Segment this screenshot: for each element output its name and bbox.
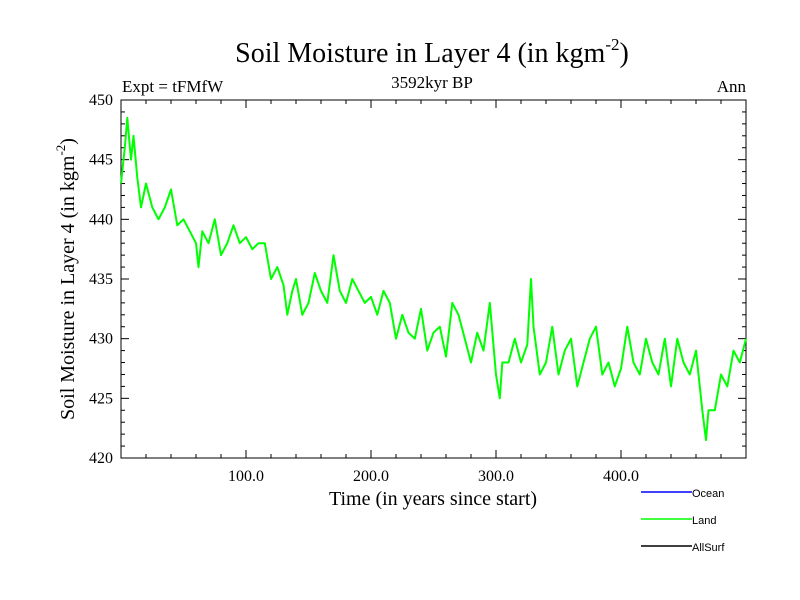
x-tick-label: 300.0 [478,468,514,485]
y-axis-label-close: ) [57,138,79,145]
period-label: 3592kyr BP [391,73,473,92]
x-tick-label: 200.0 [353,468,389,485]
legend: Ocean Land AllSurf [641,488,725,554]
y-axis-label-exponent: -2 [53,145,68,156]
y-tick-label: 430 [89,331,113,348]
y-tick-label: 435 [89,271,113,288]
x-axis-label: Time (in years since start) [329,488,537,510]
x-tick-label: 100.0 [228,468,264,485]
chart-title-exponent: -2 [605,35,619,54]
y-tick-label: 450 [89,92,113,109]
y-tick-labels: 420 425 430 435 440 445 450 [89,92,113,467]
y-tick-label: 425 [89,390,113,407]
y-axis-label-main: Soil Moisture in Layer 4 (in kgm [57,155,79,420]
legend-label-allsurf: AllSurf [692,542,725,554]
chart-title: Soil Moisture in Layer 4 (in kgm-2) [235,35,629,69]
y-tick-label: 440 [89,211,113,228]
x-tick-label: 400.0 [603,468,639,485]
series-line-land [120,116,747,442]
chart-title-main: Soil Moisture in Layer 4 (in kgm [235,38,605,69]
legend-label-land: Land [692,515,716,527]
x-tick-labels: 100.0 200.0 300.0 400.0 [228,468,639,485]
y-tick-label: 420 [89,450,113,467]
chart-title-close: ) [620,38,629,69]
legend-label-ocean: Ocean [692,488,724,500]
experiment-label: Expt = tFMfW [122,77,224,96]
major-ticks [121,99,746,459]
season-label: Ann [717,77,747,96]
y-axis-label: Soil Moisture in Layer 4 (in kgm-2) [53,138,79,420]
y-tick-label: 445 [89,152,113,169]
